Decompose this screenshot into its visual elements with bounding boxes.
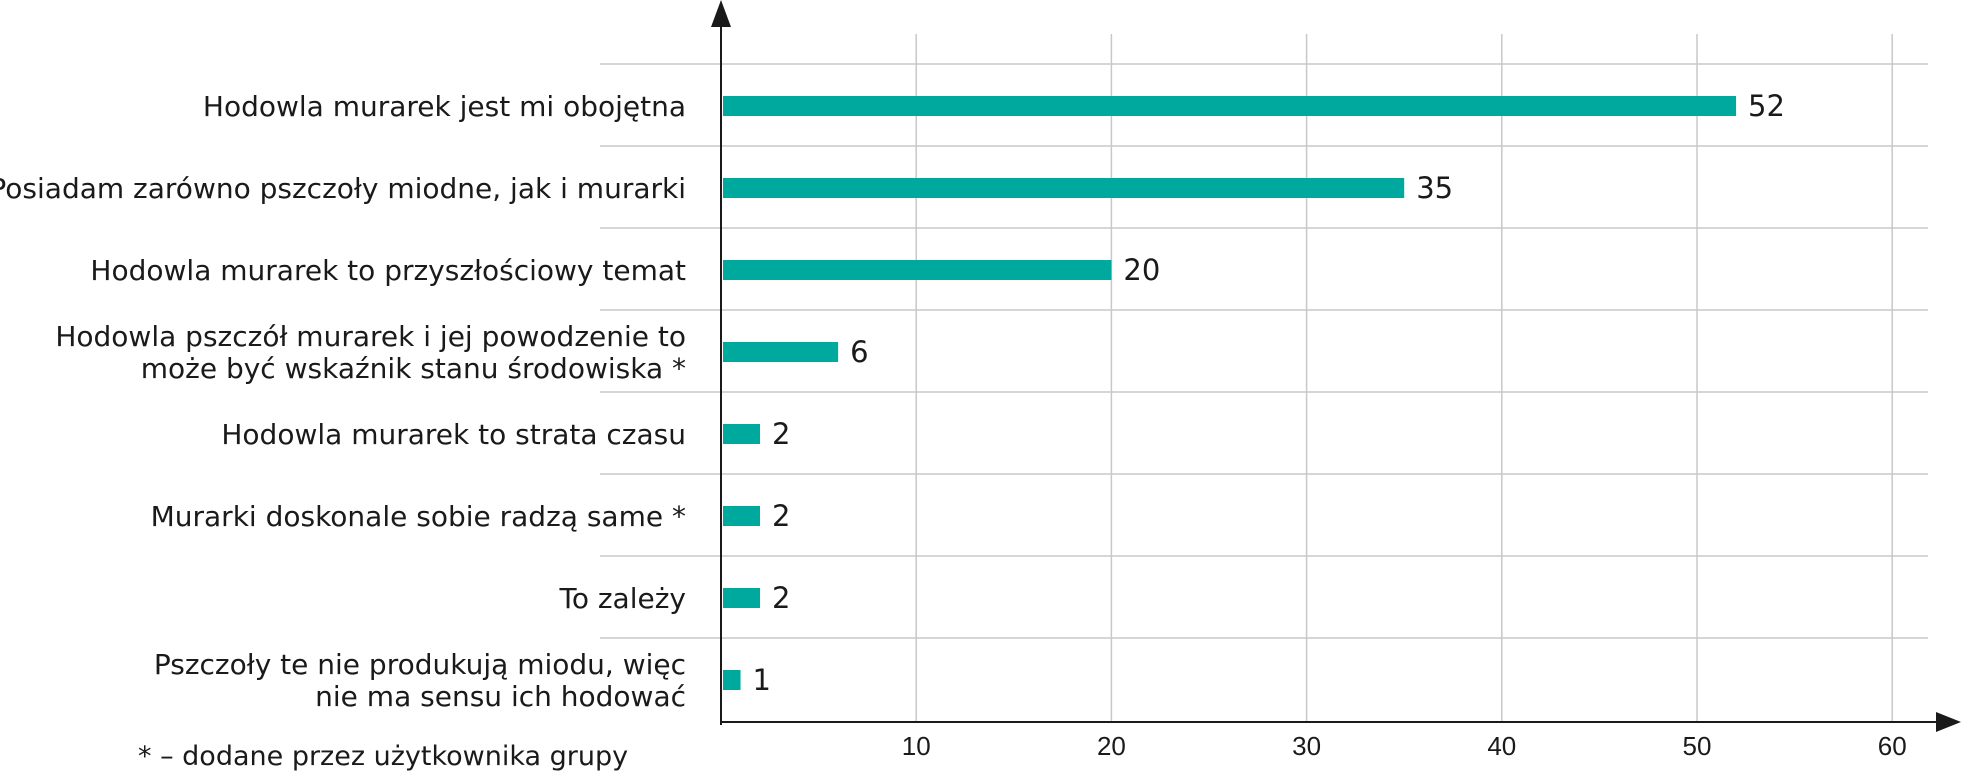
- x-axis-arrow: [1936, 712, 1961, 732]
- footnote: * – dodane przez użytkownika grupy: [138, 741, 628, 772]
- x-tick-labels: 10 20 30 40 50 60: [902, 731, 1907, 761]
- bar: [723, 96, 1737, 116]
- value-label: 35: [1416, 171, 1453, 205]
- category-label: Hodowla pszczół murarek i jej powodzenie…: [55, 320, 686, 353]
- bar: [723, 260, 1112, 280]
- category-label: może być wskaźnik stanu środowiska *: [141, 352, 686, 385]
- value-label: 1: [753, 663, 771, 697]
- bar: [723, 506, 761, 526]
- axes: [711, 0, 1961, 732]
- category-label: Posiadam zarówno pszczoły miodne, jak i …: [0, 172, 686, 205]
- row-separators: [600, 63, 1928, 639]
- category-label: Pszczoły te nie produkują miodu, więc: [154, 648, 686, 681]
- value-label: 52: [1748, 89, 1785, 123]
- bars: [723, 96, 1737, 690]
- value-label: 2: [772, 581, 790, 615]
- category-label: Hodowla murarek jest mi obojętna: [203, 90, 686, 123]
- value-labels: 52 35 20 6 2 2 2 1: [753, 89, 1785, 697]
- category-label: nie ma sensu ich hodować: [315, 680, 686, 713]
- x-tick-label: 40: [1487, 731, 1516, 761]
- y-axis-arrow: [711, 0, 731, 27]
- x-tick-label: 20: [1097, 731, 1126, 761]
- value-label: 2: [772, 499, 790, 533]
- bar: [723, 424, 761, 444]
- x-tick-label: 10: [902, 731, 931, 761]
- bar: [723, 670, 741, 690]
- category-label: Murarki doskonale sobie radzą same *: [151, 500, 686, 533]
- x-tick-label: 50: [1683, 731, 1712, 761]
- category-label: To zależy: [558, 582, 686, 615]
- category-label: Hodowla murarek to strata czasu: [221, 418, 686, 451]
- x-tick-label: 30: [1292, 731, 1321, 761]
- value-label: 2: [772, 417, 790, 451]
- category-labels: Hodowla murarek jest mi obojętna Posiadam…: [0, 90, 686, 713]
- value-label: 20: [1123, 253, 1160, 287]
- x-tick-label: 60: [1878, 731, 1907, 761]
- value-label: 6: [850, 335, 868, 369]
- bar: [723, 588, 761, 608]
- category-label: Hodowla murarek to przyszłościowy temat: [90, 254, 686, 287]
- bar: [723, 342, 839, 362]
- bar: [723, 178, 1405, 198]
- vertical-gridlines: [915, 34, 1893, 722]
